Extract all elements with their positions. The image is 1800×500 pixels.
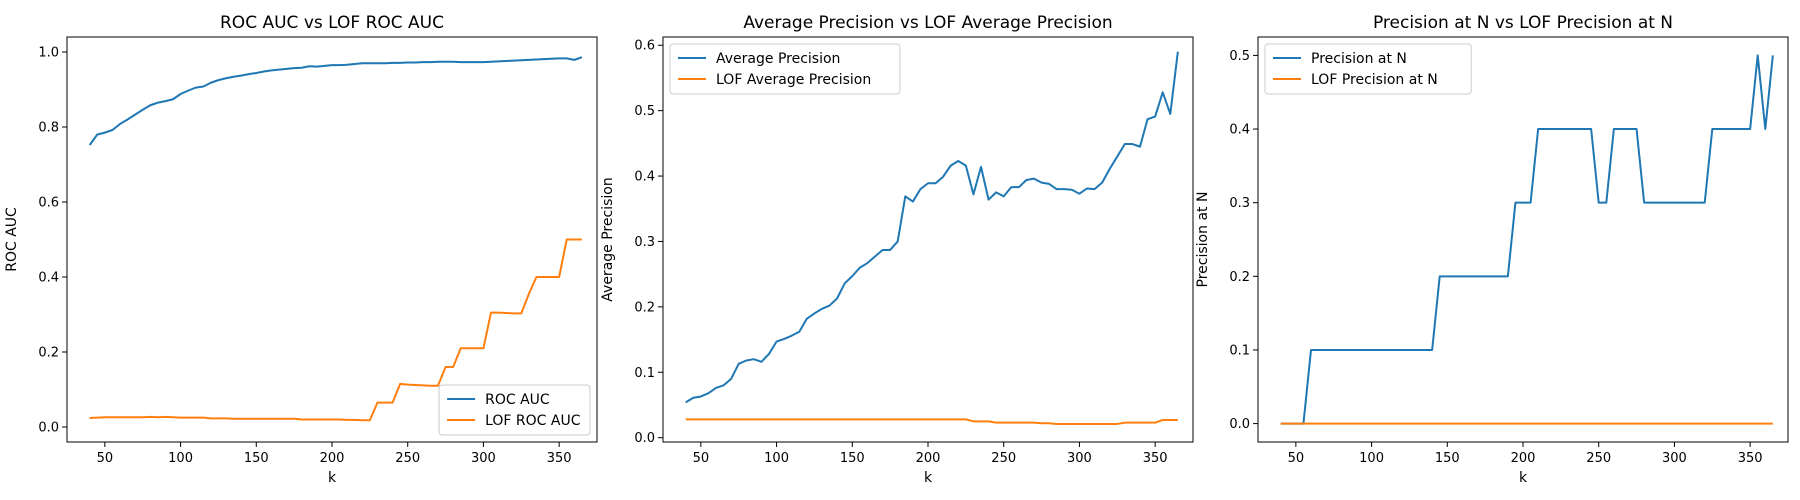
- chart-title: Precision at N vs LOF Precision at N: [1373, 13, 1673, 33]
- y-tick-label: 0.6: [38, 196, 59, 211]
- x-tick-label: 150: [840, 451, 865, 466]
- y-axis-label: ROC AUC: [4, 207, 20, 272]
- x-tick-label: 350: [1143, 451, 1168, 466]
- x-tick-label: 50: [97, 451, 114, 466]
- series-line-average-precision: [685, 51, 1179, 404]
- legend-label: LOF Precision at N: [1311, 72, 1438, 88]
- y-tick-label: 0.2: [1229, 270, 1250, 285]
- x-tick-label: 150: [244, 451, 269, 466]
- legend-label: Average Precision: [716, 51, 840, 67]
- plot-frame: [1257, 36, 1789, 443]
- x-tick-label: 100: [764, 451, 789, 466]
- y-axis-label: Average Precision: [600, 177, 616, 301]
- x-tick-label: 200: [320, 451, 345, 466]
- chart-panel-3: Precision at N vs LOF Precision at N 50 10…: [1195, 13, 1789, 486]
- legend-label: LOF Average Precision: [716, 72, 871, 88]
- y-tick-label: 0.4: [634, 170, 655, 185]
- legend-label: LOF ROC AUC: [485, 413, 581, 429]
- x-tick-label: 100: [1359, 451, 1384, 466]
- y-tick-label: 0.3: [1229, 196, 1250, 211]
- plot-frame: [662, 36, 1194, 443]
- y-axis-label: Precision at N: [1195, 192, 1211, 288]
- y-tick-label: 0.5: [1229, 49, 1250, 64]
- chart-panel-1: ROC AUC vs LOF ROC AUC 50 100 150 200 250 300 3…: [4, 13, 598, 486]
- plot-frame: [66, 36, 598, 443]
- x-tick-label: 150: [1435, 451, 1460, 466]
- x-axis-label: k: [924, 470, 933, 486]
- y-tick-label: 0.0: [634, 431, 655, 446]
- y-tick-label: 0.1: [634, 366, 655, 381]
- x-tick-label: 300: [1662, 451, 1687, 466]
- x-tick-label: 300: [471, 451, 496, 466]
- x-tick-label: 50: [693, 451, 710, 466]
- y-tick-label: 0.1: [1229, 343, 1250, 358]
- chart-title: ROC AUC vs LOF ROC AUC: [220, 13, 444, 33]
- legend-label: ROC AUC: [485, 392, 550, 408]
- chart-panel-2: Average Precision vs LOF Average Precisi…: [600, 13, 1194, 486]
- y-tick-label: 0.2: [38, 346, 59, 361]
- y-tick-label: 0.4: [38, 271, 59, 286]
- x-tick-label: 200: [1511, 451, 1536, 466]
- y-tick-label: 0.0: [38, 421, 59, 436]
- x-axis-label: k: [1519, 470, 1528, 486]
- series-line-roc-auc: [88, 56, 583, 146]
- x-tick-label: 250: [1586, 451, 1611, 466]
- chart-title: Average Precision vs LOF Average Precisi…: [743, 13, 1112, 33]
- y-tick-label: 0.5: [634, 104, 655, 119]
- legend: ROC AUC LOF ROC AUC: [438, 384, 591, 436]
- y-tick-label: 0.3: [634, 235, 655, 250]
- y-tick-label: 0.8: [38, 121, 59, 136]
- y-tick-label: 0.6: [634, 39, 655, 54]
- x-tick-label: 350: [1738, 451, 1763, 466]
- x-tick-label: 100: [168, 451, 193, 466]
- x-tick-label: 200: [916, 451, 941, 466]
- y-tick-label: 0.0: [1229, 417, 1250, 432]
- y-tick-label: 0.4: [1229, 123, 1250, 138]
- series-line-lof-average-precision: [685, 418, 1178, 425]
- legend: Precision at N LOF Precision at N: [1264, 43, 1472, 95]
- x-tick-label: 250: [991, 451, 1016, 466]
- x-tick-label: 300: [1067, 451, 1092, 466]
- x-tick-label: 250: [395, 451, 420, 466]
- legend-label: Precision at N: [1311, 51, 1407, 67]
- y-tick-label: 1.0: [38, 46, 59, 61]
- legend-box: [438, 384, 591, 436]
- legend-box: [1264, 43, 1472, 95]
- legend: Average Precision LOF Average Precision: [669, 43, 901, 95]
- x-tick-label: 350: [547, 451, 572, 466]
- x-axis-label: k: [328, 470, 337, 486]
- series-line-precision-at-n: [1280, 54, 1774, 425]
- x-tick-label: 50: [1288, 451, 1305, 466]
- legend-box: [669, 43, 901, 95]
- series-line-lof-roc-auc: [89, 238, 582, 422]
- y-tick-label: 0.2: [634, 300, 655, 315]
